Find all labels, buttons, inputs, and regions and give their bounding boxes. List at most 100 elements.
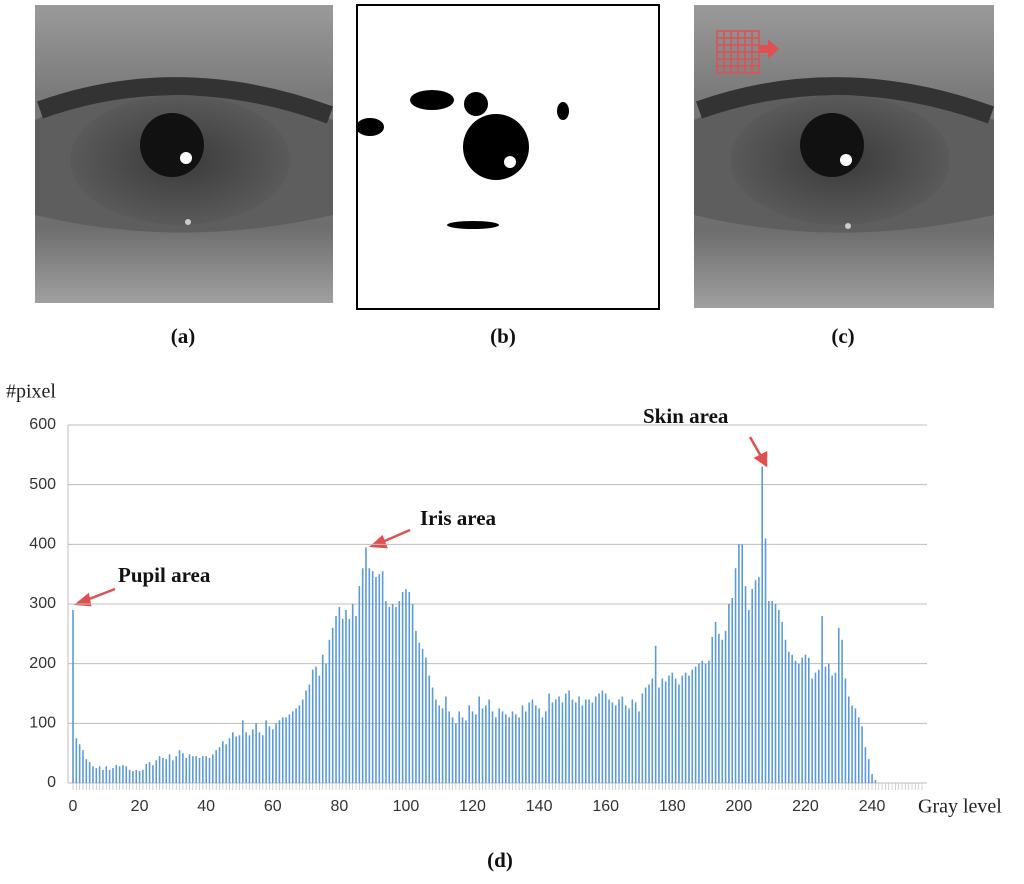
bar xyxy=(624,705,627,783)
bar xyxy=(75,738,78,783)
bar xyxy=(228,738,231,783)
bar xyxy=(711,636,714,783)
x-tick-label: 240 xyxy=(859,798,886,815)
bar xyxy=(378,574,381,783)
bar xyxy=(185,757,187,783)
x-tick-label: 0 xyxy=(69,798,78,815)
bar xyxy=(195,756,197,783)
panel-label: (c) xyxy=(831,324,854,348)
bar xyxy=(465,720,467,783)
bar xyxy=(288,714,291,783)
bar xyxy=(781,621,783,783)
bar xyxy=(202,756,204,783)
bar xyxy=(338,606,341,783)
bar xyxy=(618,699,620,783)
bar xyxy=(588,699,590,783)
bar xyxy=(758,577,760,783)
bar xyxy=(871,774,873,783)
bar xyxy=(165,759,168,783)
bar xyxy=(198,757,201,783)
y-tick-label: 500 xyxy=(29,476,56,493)
bar xyxy=(734,568,737,783)
bar xyxy=(664,681,667,783)
bar xyxy=(794,660,797,783)
bar xyxy=(72,609,74,783)
bar xyxy=(867,759,870,783)
bar xyxy=(754,580,757,783)
bar xyxy=(235,736,237,783)
bar xyxy=(485,705,487,783)
bar xyxy=(744,586,747,783)
bar xyxy=(148,762,151,783)
bar xyxy=(125,766,128,783)
bar xyxy=(748,609,750,783)
bar xyxy=(768,601,770,783)
bar xyxy=(285,717,287,783)
bar xyxy=(158,756,161,783)
bar xyxy=(641,693,644,783)
bar xyxy=(811,678,813,783)
bar xyxy=(488,699,490,783)
bar xyxy=(291,711,294,783)
x-tick-label: 20 xyxy=(131,798,149,815)
bar xyxy=(365,547,367,783)
bar xyxy=(701,660,704,783)
bar xyxy=(708,660,710,783)
y-tick-label: 400 xyxy=(29,536,56,553)
bar xyxy=(674,678,677,783)
bar xyxy=(841,639,843,783)
bar xyxy=(401,592,404,783)
bar xyxy=(95,768,98,783)
bar xyxy=(864,747,867,783)
x-tick-label: 160 xyxy=(592,798,619,815)
bar xyxy=(515,714,517,783)
bar xyxy=(395,606,397,783)
y-tick-label: 100 xyxy=(29,715,56,732)
bar xyxy=(225,744,227,783)
bar xyxy=(498,708,500,783)
bar xyxy=(714,621,717,783)
bar xyxy=(728,604,730,783)
bar xyxy=(251,729,254,783)
bar xyxy=(531,699,534,783)
bar xyxy=(92,766,94,783)
x-tick-label: 120 xyxy=(459,798,486,815)
bar xyxy=(634,702,637,783)
bar xyxy=(684,672,687,783)
bar xyxy=(232,732,234,783)
bar xyxy=(168,754,171,783)
bar xyxy=(301,699,304,783)
bar xyxy=(764,538,767,783)
bar xyxy=(355,615,357,783)
bar xyxy=(731,598,734,783)
x-tick-label: 200 xyxy=(726,798,753,815)
bar xyxy=(628,708,630,783)
bar xyxy=(145,763,148,783)
bar xyxy=(671,672,674,783)
bar xyxy=(658,687,660,783)
bar xyxy=(804,654,807,783)
bar xyxy=(448,711,451,783)
bar xyxy=(558,696,560,783)
bar xyxy=(318,675,321,783)
bar xyxy=(341,618,344,783)
bar xyxy=(584,699,587,783)
bar xyxy=(831,675,833,783)
bar xyxy=(308,684,311,783)
bar xyxy=(245,732,247,783)
bar xyxy=(405,589,407,783)
bar xyxy=(311,669,314,783)
bar xyxy=(508,717,510,783)
bar xyxy=(821,615,823,783)
bar xyxy=(98,766,101,783)
bar xyxy=(218,747,221,783)
bar xyxy=(495,717,497,783)
x-tick-label: 80 xyxy=(330,798,348,815)
bar xyxy=(568,690,570,783)
bar xyxy=(178,750,181,783)
bar xyxy=(574,702,577,783)
bar xyxy=(331,627,334,783)
bar xyxy=(528,702,530,783)
bar xyxy=(455,723,457,783)
